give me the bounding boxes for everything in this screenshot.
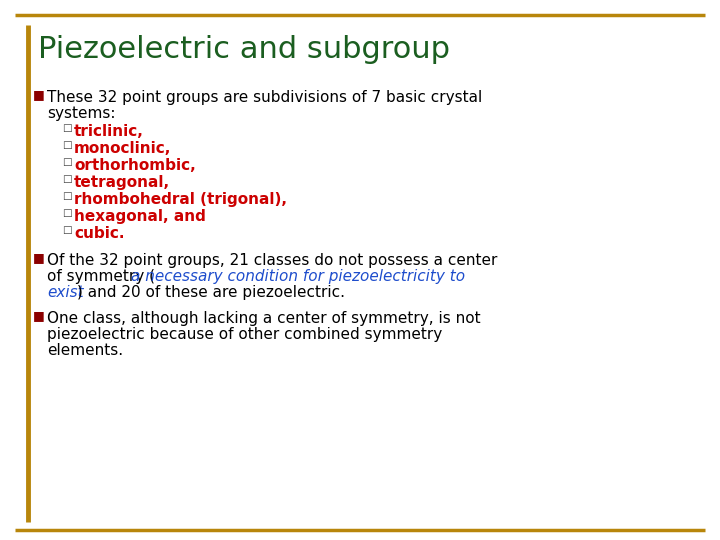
- Text: Of the 32 point groups, 21 classes do not possess a center: Of the 32 point groups, 21 classes do no…: [47, 253, 498, 268]
- Text: piezoelectric because of other combined symmetry: piezoelectric because of other combined …: [47, 327, 442, 342]
- Text: ■: ■: [33, 251, 45, 264]
- Text: hexagonal, and: hexagonal, and: [74, 209, 206, 224]
- Text: ■: ■: [33, 309, 45, 322]
- Text: □: □: [62, 191, 72, 201]
- Text: triclinic,: triclinic,: [74, 124, 144, 139]
- Text: ■: ■: [33, 88, 45, 101]
- Text: rhombohedral (trigonal),: rhombohedral (trigonal),: [74, 192, 287, 207]
- Text: □: □: [62, 140, 72, 150]
- Text: elements.: elements.: [47, 343, 123, 358]
- Text: cubic.: cubic.: [74, 226, 125, 241]
- Text: □: □: [62, 174, 72, 184]
- Text: □: □: [62, 157, 72, 167]
- Text: monoclinic,: monoclinic,: [74, 141, 171, 156]
- Text: □: □: [62, 208, 72, 218]
- Text: a necessary condition for piezoelectricity to: a necessary condition for piezoelectrici…: [131, 269, 465, 284]
- Text: □: □: [62, 225, 72, 235]
- Text: systems:: systems:: [47, 106, 115, 121]
- Text: Piezoelectric and subgroup: Piezoelectric and subgroup: [38, 35, 450, 64]
- Text: One class, although lacking a center of symmetry, is not: One class, although lacking a center of …: [47, 311, 481, 326]
- Text: These 32 point groups are subdivisions of 7 basic crystal: These 32 point groups are subdivisions o…: [47, 90, 482, 105]
- Text: orthorhombic,: orthorhombic,: [74, 158, 196, 173]
- Text: □: □: [62, 123, 72, 133]
- Text: tetragonal,: tetragonal,: [74, 175, 170, 190]
- Text: of symmetry (: of symmetry (: [47, 269, 155, 284]
- Text: exist: exist: [47, 285, 84, 300]
- Text: ) and 20 of these are piezoelectric.: ) and 20 of these are piezoelectric.: [77, 285, 345, 300]
